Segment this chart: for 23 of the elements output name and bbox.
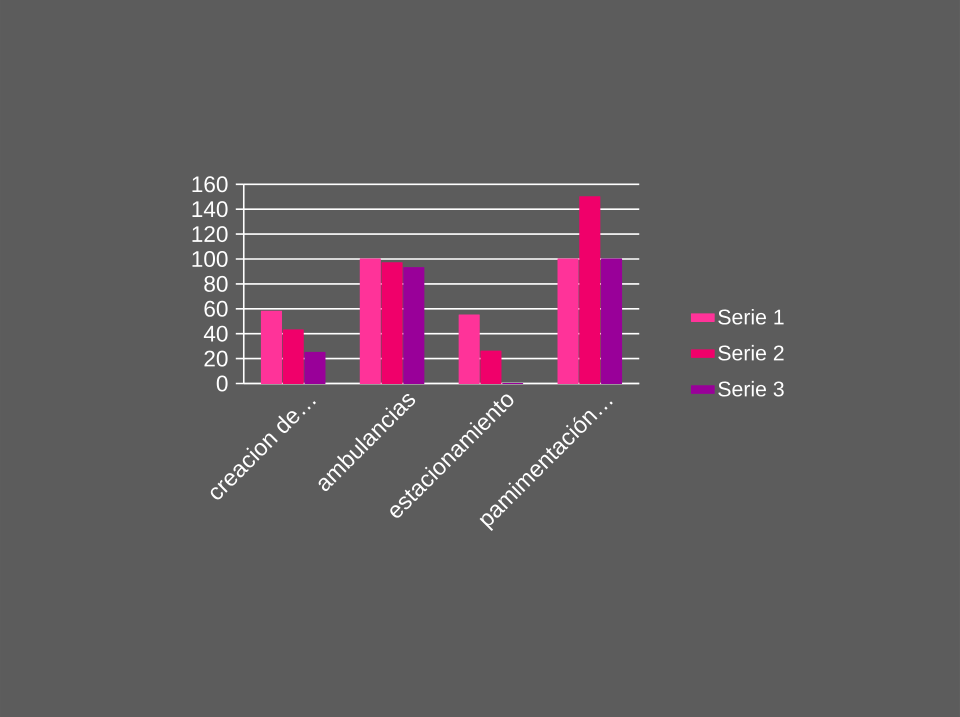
y-tick-label: 20	[204, 350, 228, 366]
bar	[601, 258, 622, 384]
bar	[382, 262, 403, 384]
y-tick-label: 160	[192, 176, 228, 192]
bar	[282, 329, 304, 384]
y-tick-label: 40	[204, 326, 228, 342]
legend-label: Serie 2	[718, 344, 784, 360]
y-tick-label: 80	[204, 276, 228, 292]
y-tick-label: 60	[204, 300, 228, 317]
bar	[304, 352, 326, 384]
bar	[558, 258, 579, 384]
bar	[403, 267, 424, 384]
bar	[360, 258, 381, 384]
legend-label: Serie 3	[718, 380, 784, 396]
legend-label: Serie 1	[718, 308, 784, 324]
bar	[579, 196, 600, 384]
bar	[458, 314, 480, 384]
y-tick-label: 140	[192, 201, 228, 218]
y-tick-label: 100	[192, 250, 228, 267]
y-tick-label: 0	[216, 375, 228, 392]
y-tick-label: 120	[192, 226, 228, 242]
bar	[480, 350, 502, 384]
bar	[260, 310, 282, 384]
